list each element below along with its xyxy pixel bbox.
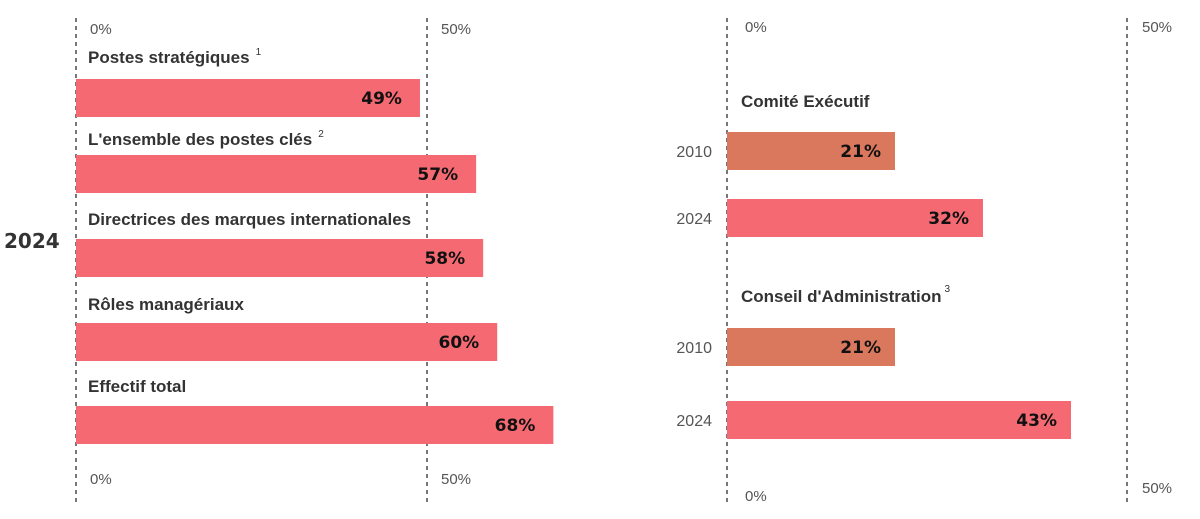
category-label: Postes stratégiques (88, 48, 250, 67)
tick-label-fifty-bottom: 50% (441, 471, 471, 488)
data-label: 57% (417, 165, 458, 185)
footnote-marker: 2 (318, 129, 324, 140)
year-label: 2024 (4, 229, 60, 253)
bar (76, 79, 420, 117)
data-label: 58% (424, 249, 465, 269)
tick-label-fifty-bottom: 50% (1142, 480, 1172, 497)
tick-label-zero-bottom: 0% (90, 471, 112, 488)
bar (727, 132, 895, 170)
bar (76, 406, 554, 444)
data-label: 32% (928, 209, 969, 229)
data-label: 68% (495, 416, 536, 436)
data-label: 21% (840, 338, 881, 358)
tick-label-zero-bottom: 0% (745, 488, 767, 505)
tick-label-zero-top: 0% (90, 21, 112, 38)
bar (727, 328, 895, 366)
bar (76, 155, 477, 193)
tick-label-zero-top: 0% (745, 19, 767, 36)
bar-year-label: 2024 (676, 211, 712, 228)
bar-year-label: 2010 (676, 144, 712, 161)
bar (727, 199, 983, 237)
bar (76, 323, 498, 361)
bar-year-label: 2010 (676, 340, 712, 357)
tick-label-fifty-top: 50% (441, 21, 471, 38)
bar-year-label: 2024 (676, 413, 712, 430)
data-label: 43% (1016, 411, 1057, 431)
footnote-marker: 1 (256, 47, 262, 58)
group-label: Comité Exécutif (741, 92, 870, 111)
group-label: Conseil d'Administration (741, 287, 942, 306)
data-label: 21% (840, 142, 881, 162)
category-label: Effectif total (88, 377, 186, 396)
category-label: Rôles managériaux (88, 295, 244, 314)
category-label: Directrices des marques internationales (88, 210, 411, 229)
data-label: 60% (438, 333, 479, 353)
bar (76, 239, 484, 277)
bar (727, 401, 1071, 439)
footnote-marker: 3 (945, 284, 951, 295)
tick-label-fifty-top: 50% (1142, 19, 1172, 36)
category-label: L'ensemble des postes clés (88, 130, 312, 149)
data-label: 49% (361, 89, 402, 109)
